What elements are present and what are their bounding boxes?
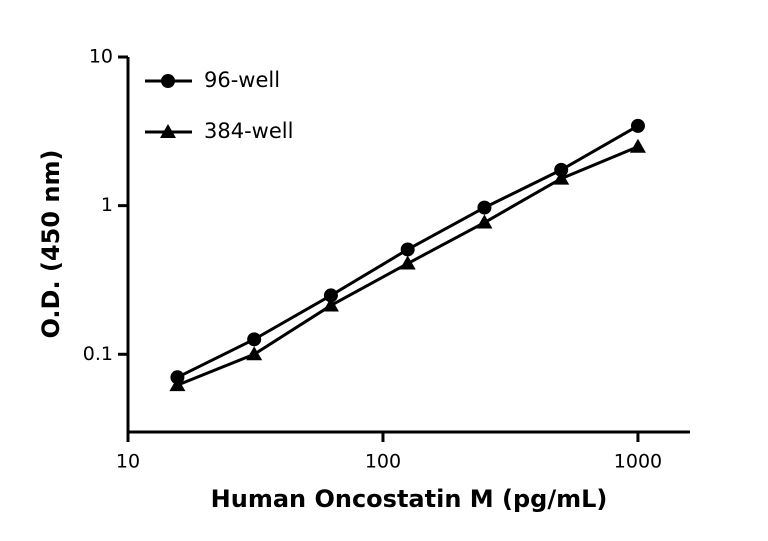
marker: [160, 124, 176, 138]
x-tick-label: 10: [116, 451, 140, 473]
marker: [161, 74, 175, 88]
legend-label: 384-well: [204, 119, 293, 143]
marker: [630, 118, 645, 133]
marker: [629, 138, 646, 153]
legend-label: 96-well: [204, 68, 280, 92]
marker: [554, 162, 569, 177]
marker: [247, 332, 262, 347]
marker: [476, 214, 493, 229]
y-tick-label: 10: [89, 46, 113, 68]
marker: [399, 255, 416, 270]
x-tick-label: 100: [365, 451, 401, 473]
marker: [553, 170, 570, 185]
marker: [322, 297, 339, 312]
marker: [323, 288, 338, 303]
y-tick-label: 0.1: [83, 343, 113, 365]
y-axis-title: O.D. (450 nm): [37, 150, 65, 339]
marker: [400, 242, 415, 257]
x-tick-label: 1000: [614, 451, 662, 473]
x-axis-title: Human Oncostatin M (pg/mL): [211, 485, 608, 513]
y-tick-label: 1: [101, 194, 113, 216]
marker: [477, 200, 492, 215]
marker: [246, 346, 263, 361]
marker: [169, 377, 186, 392]
